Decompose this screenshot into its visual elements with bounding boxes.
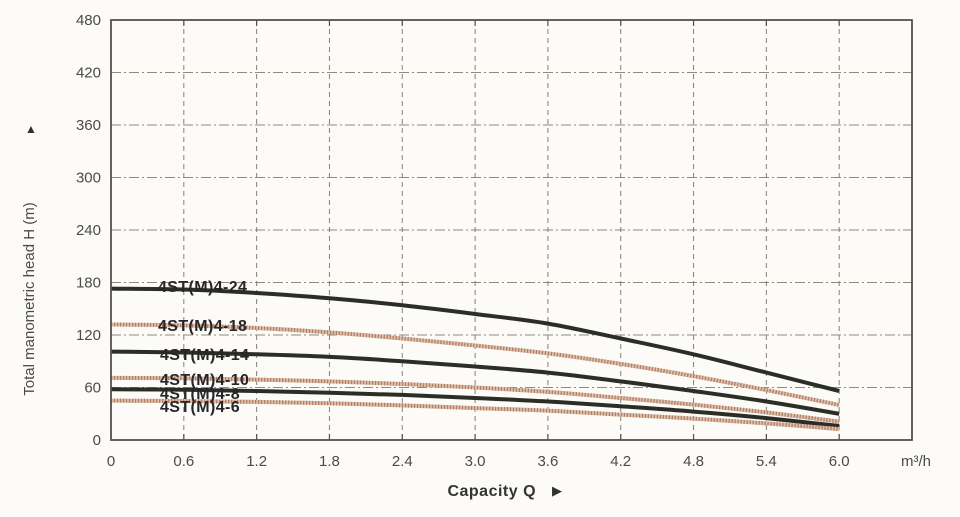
y-tick-label: 360	[76, 117, 101, 134]
vertical-gridlines	[183, 20, 840, 440]
curve-label-4ST(M)4-18: 4ST(M)4-18	[158, 318, 247, 335]
curve-4ST(M)4-10	[110, 375, 840, 424]
x-tick-label: 1.2	[246, 453, 267, 470]
curve-label-4ST(M)4-10: 4ST(M)4-10	[160, 372, 249, 389]
y-tick-label: 0	[93, 432, 101, 449]
plot-frame	[110, 19, 913, 441]
curve-4ST(M)4-18	[110, 322, 840, 407]
x-axis-title: Capacity Q ▶	[395, 483, 615, 501]
x-tick-label: 0.6	[173, 453, 194, 470]
y-tick-labels: 0 60 120 180 240 300 360 420 480	[76, 12, 101, 449]
curve-label-4ST(M)4-24: 4ST(M)4-24	[158, 279, 247, 296]
x-tick-label: 0	[107, 453, 115, 470]
curve-label-4ST(M)4-8: 4ST(M)4-8	[160, 386, 240, 403]
curve-4ST(M)4-8	[110, 387, 840, 428]
x-tick-label: 2.4	[392, 453, 413, 470]
x-tick-label: 3.6	[537, 453, 558, 470]
curve-label-4ST(M)4-6: 4ST(M)4-6	[160, 399, 240, 416]
x-tick-labels: 0 0.6 1.2 1.8 2.4 3.0 3.6 4.2 4.8 5.4 6.0	[107, 453, 850, 470]
horizontal-gridlines	[111, 72, 912, 388]
y-tick-label: 300	[76, 170, 101, 187]
curve-labels: 4ST(M)4-24 4ST(M)4-18 4ST(M)4-14 4ST(M)4-10…	[158, 279, 249, 416]
x-axis-unit: m³/h	[901, 453, 931, 470]
y-tick-label: 180	[76, 275, 101, 292]
y-tick-label: 420	[76, 65, 101, 82]
y-tick-label: 120	[76, 327, 101, 344]
y-tick-label: 480	[76, 12, 101, 29]
x-tick-label: 6.0	[829, 453, 850, 470]
curve-4ST(M)4-24	[110, 286, 840, 393]
x-axis-title-text: Capacity Q	[447, 483, 537, 500]
x-tick-label: 4.8	[683, 453, 704, 470]
x-tick-label: 3.0	[465, 453, 486, 470]
right-arrow-icon: ▶	[552, 483, 563, 498]
curve-label-4ST(M)4-14: 4ST(M)4-14	[160, 347, 249, 364]
y-axis-title-text: Total manometric head H (m)	[21, 202, 38, 396]
curve-4ST(M)4-14	[110, 349, 840, 416]
y-axis-title: Total manometric head H (m)	[21, 129, 41, 469]
y-tick-label: 240	[76, 222, 101, 239]
x-tick-label: 5.4	[756, 453, 777, 470]
x-tick-label: 1.8	[319, 453, 340, 470]
curve-4ST(M)4-6	[110, 398, 840, 432]
y-tick-label: 60	[84, 380, 101, 397]
up-arrow-icon: ▲	[25, 122, 37, 136]
x-tick-label: 4.2	[610, 453, 631, 470]
axis-tick-marks	[183, 20, 840, 440]
